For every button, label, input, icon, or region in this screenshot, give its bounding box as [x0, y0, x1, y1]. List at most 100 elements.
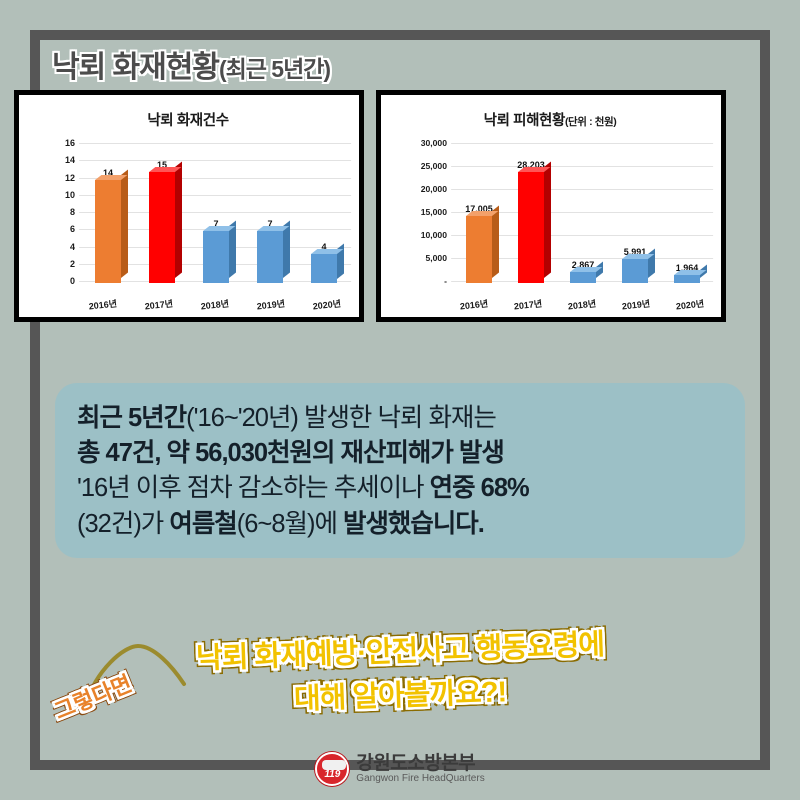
chart-title-left: 낙뢰 화재건수: [23, 109, 353, 130]
info-line-3: '16년 이후 점차 감소하는 추세이나 연중 68%: [77, 471, 723, 506]
bar-group: 5,991: [613, 139, 657, 283]
bar: [148, 161, 182, 283]
y-tick-label: 5,000: [425, 253, 447, 263]
page-title: 낙뢰 화재현황(최근 5년간): [52, 42, 331, 86]
footer-text: 강원도소방본부 Gangwon Fire HeadQuarters: [356, 752, 485, 784]
bar-group: 2,867: [561, 139, 605, 283]
bar-value-label: 17,005: [465, 204, 493, 215]
charts-row: 낙뢰 화재건수 16 14 12 10 8 6 4 2 0 14 15 7 7 4 2016년 2017년…: [14, 90, 726, 322]
footer-org-en: Gangwon Fire HeadQuarters: [356, 772, 485, 784]
info-line-4d: 발생했습니다.: [343, 509, 485, 538]
plot-area-right: 30,000 25,000 20,000 15,000 10,000 5,000 - 17,…: [381, 135, 721, 317]
bar-value-label: 14: [102, 167, 113, 178]
y-tick-label: 16: [64, 138, 75, 148]
bar-face: [466, 216, 492, 283]
info-line-3a: '16년 이후 점차 감소하는 추세이나: [77, 474, 430, 503]
summary-info-box: 최근 5년간('16~'20년) 발생한 낙뢰 화재는 총 47건, 약 56,…: [55, 383, 745, 558]
chart-title-left-text: 낙뢰 화재건수: [147, 113, 229, 129]
y-tick-label: 25,000: [420, 161, 447, 171]
bar-top: [310, 248, 344, 254]
bars-left: 14 15 7 7 4: [81, 139, 351, 283]
bar-face: [256, 231, 283, 283]
bar-value-label: 15: [156, 160, 167, 171]
info-line-3b: 연중 68%: [429, 474, 530, 503]
chart-card-fire-count: 낙뢰 화재건수 16 14 12 10 8 6 4 2 0 14 15 7 7 4 2016년 2017년…: [14, 90, 364, 322]
x-tick-label: 2017년: [513, 298, 543, 312]
bar-value-label: 28,203: [517, 160, 545, 171]
x-tick-label: 2017년: [144, 298, 174, 312]
bar: [674, 264, 707, 283]
bar-value-label: 5,991: [623, 247, 647, 258]
info-line-4c: (6~8월)에: [236, 509, 343, 538]
bar-face: [310, 253, 337, 283]
y-tick-label: 0: [69, 276, 75, 286]
y-tick-label: 8: [69, 207, 75, 217]
bar-value-label: 4: [321, 241, 327, 252]
y-tick-label: 30,000: [420, 138, 447, 148]
info-line-1: 최근 5년간('16~'20년) 발생한 낙뢰 화재는: [77, 401, 723, 436]
bars-right: 17,005 28,203 2,867 5,991 1,964: [453, 139, 713, 283]
bar-face: [202, 231, 229, 283]
x-tick-label: 2018년: [567, 298, 597, 312]
bar-value-label: 1,964: [675, 263, 699, 274]
bar-value-label: 2,867: [571, 259, 595, 270]
x-tick-label: 2020년: [675, 298, 705, 312]
page-title-sub: (최근 5년간): [218, 56, 331, 82]
info-line-4b: 여름철: [169, 509, 237, 538]
bar-side: [120, 169, 128, 278]
curved-arrow-icon: [84, 643, 186, 706]
bar-face: [622, 259, 648, 283]
bar: [256, 220, 290, 283]
chart-title-right: 낙뢰 피해현황(단위 : 천원): [385, 109, 715, 130]
y-tick-label: 2: [69, 258, 75, 269]
x-labels-right: 2016년 2017년 2018년 2019년 2020년: [447, 298, 717, 312]
fire-department-logo-icon: [315, 752, 350, 786]
bar-side: [544, 161, 551, 278]
info-line-2: 총 47건, 약 56,030천원의 재산피해가 발생: [77, 439, 505, 468]
info-line-1a: 최근 5년간: [77, 404, 187, 432]
x-labels-left: 2016년 2017년 2018년 2019년 2020년: [75, 298, 355, 312]
y-tick-label: 10: [64, 189, 75, 200]
bar-face: [674, 275, 700, 283]
bar-group: 7: [247, 139, 293, 283]
bar-group: 7: [193, 139, 239, 283]
info-line-4: (32건)가 여름철(6~8월)에 발생했습니다.: [77, 507, 723, 542]
bar-face: [94, 179, 121, 283]
y-tick-label: 20,000: [420, 184, 447, 194]
info-line-4a: (32건)가: [77, 509, 170, 538]
y-tick-label: 15,000: [420, 207, 447, 217]
x-tick-label: 2019년: [256, 298, 286, 312]
bar-value-label: 7: [213, 219, 219, 230]
bar-side: [174, 161, 182, 278]
y-tick-label: 4: [69, 241, 75, 252]
chart-title-right-text: 낙뢰 피해현황: [483, 113, 566, 129]
x-tick-label: 2016년: [459, 298, 489, 312]
bar: [310, 243, 344, 283]
bar: [466, 205, 499, 283]
y-tick-label: 12: [64, 172, 75, 183]
bar-group: 14: [85, 139, 131, 283]
bar: [518, 161, 551, 283]
chart-unit-right: (단위 : 천원): [564, 116, 617, 128]
x-tick-label: 2019년: [621, 298, 651, 312]
bar-face: [518, 172, 544, 283]
x-tick-label: 2018년: [200, 298, 230, 312]
bar: [622, 248, 655, 283]
bar-group: 4: [301, 139, 347, 283]
x-tick-label: 2016년: [88, 298, 118, 312]
bar-group: 28,203: [509, 139, 553, 283]
x-tick-label: 2020년: [312, 298, 342, 312]
bar-value-label: 7: [267, 219, 273, 230]
bar-group: 15: [139, 139, 185, 283]
y-tick-label: 14: [64, 155, 75, 166]
bar-face: [148, 172, 175, 283]
y-tick-label: 10,000: [420, 230, 447, 240]
bar: [94, 169, 128, 283]
bar: [202, 220, 236, 283]
footer: 강원도소방본부 Gangwon Fire HeadQuarters: [0, 752, 800, 786]
bar-group: 1,964: [665, 139, 709, 283]
bar-face: [570, 271, 596, 283]
y-tick-label: 6: [69, 224, 75, 235]
footer-org-kr: 강원도소방본부: [356, 752, 476, 774]
bar-group: 17,005: [457, 139, 501, 283]
